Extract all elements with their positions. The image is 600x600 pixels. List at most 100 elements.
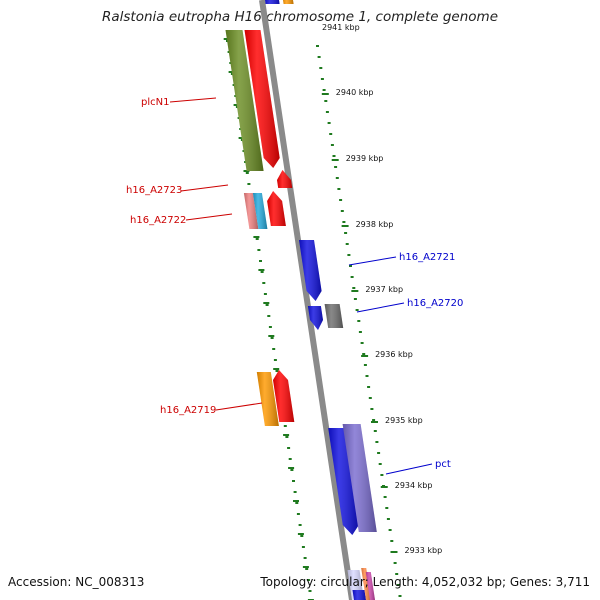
tick-label: 2940 kbp — [336, 88, 374, 97]
guide-dot — [380, 474, 384, 476]
gene-label[interactable]: h16_A2723 — [126, 185, 182, 196]
guide-dot — [388, 529, 392, 531]
feature-h16_A2722[interactable] — [267, 191, 286, 226]
guide-dot — [296, 513, 300, 515]
feature-pct-purple[interactable] — [342, 424, 377, 532]
label-leader-line — [348, 256, 397, 266]
guide-dot — [347, 254, 351, 256]
guide-dot — [293, 491, 297, 493]
guide-dash — [268, 335, 275, 337]
guide-dot — [329, 133, 333, 135]
gene-labels: plcN1 h16_A2723 h16_A2722 h16_A2721 h16_A272… — [126, 97, 463, 475]
guide-dot — [365, 375, 369, 377]
guide-dot — [263, 293, 267, 295]
guide-dot — [295, 502, 299, 504]
guide-dot — [330, 144, 334, 146]
tick-label: 2935 kbp — [385, 416, 423, 425]
feature-bottom-blue[interactable] — [352, 590, 367, 600]
guide-dot — [377, 452, 381, 454]
guide-dot — [372, 419, 376, 421]
map-title: Ralstonia eutropha H16 chromosome 1, com… — [101, 9, 499, 25]
guide-dash — [223, 38, 230, 40]
feature-h16_A2719-orange[interactable] — [256, 372, 279, 426]
guide-dot — [316, 45, 319, 47]
tick-label: 2938 kbp — [356, 220, 394, 229]
guide-dot — [358, 331, 362, 333]
guide-dot — [385, 507, 389, 509]
guide-dot — [300, 535, 304, 537]
feature-h16_A2723[interactable] — [277, 170, 293, 188]
feature-h16_A2722-pink[interactable] — [243, 193, 259, 229]
guide-dot — [283, 425, 287, 427]
guide-dot — [257, 249, 261, 251]
guide-dash — [288, 467, 295, 469]
guide-dot — [362, 353, 366, 355]
backbone-axis — [259, 0, 355, 600]
feature-plcN1-olive[interactable] — [225, 30, 264, 171]
feature-bottom-blue-shading — [352, 590, 366, 600]
feature-bottom-orange[interactable] — [361, 568, 371, 600]
guide-dot — [268, 326, 272, 328]
guide-dot — [357, 320, 361, 322]
guide-dot — [306, 579, 310, 581]
guide-dot — [267, 315, 271, 317]
feature-bottom-orange-shading — [361, 568, 371, 600]
feature-pct-purple-shading — [342, 424, 377, 532]
guide-dot — [255, 238, 259, 240]
feature-top-blue-shading — [265, 0, 280, 4]
guide-dot — [360, 342, 364, 344]
genome-summary-text: Topology: circular; Length: 4,052,032 bp… — [260, 575, 590, 589]
guide-dot — [396, 584, 400, 586]
guide-dot — [288, 458, 292, 460]
guide-dot — [245, 172, 249, 174]
feature-h16_A2722-cyan[interactable] — [252, 193, 268, 229]
label-leader-line — [356, 302, 405, 313]
guide-dot — [353, 298, 357, 300]
gene-label[interactable]: plcN1 — [141, 97, 169, 108]
feature-pct-blue[interactable] — [328, 428, 359, 535]
tick-label: 2936 kbp — [375, 350, 413, 359]
guide-dot — [325, 111, 329, 113]
feature-h16_A2722-pink-shading — [243, 193, 259, 229]
gene-label[interactable]: h16_A2720 — [407, 298, 463, 309]
guide-dot — [262, 282, 266, 284]
gene-label[interactable]: pct — [435, 459, 451, 470]
guide-dot — [332, 155, 336, 157]
feature-h16_A2723-shading — [277, 170, 293, 188]
guide-dot — [375, 441, 379, 443]
gene-label[interactable]: h16_A2719 — [160, 405, 216, 416]
label-leader-line — [385, 463, 433, 475]
feature-bottom-magenta[interactable] — [365, 572, 375, 600]
feature-bottom-magenta-shading — [365, 572, 375, 600]
tick-label-faded: 2941 kbp — [322, 23, 360, 32]
feature-top-blue[interactable] — [264, 0, 280, 4]
feature-h16_A2720[interactable] — [307, 306, 323, 330]
feature-plcN1-red[interactable] — [244, 30, 280, 168]
guide-dot — [259, 260, 262, 262]
guide-dash — [228, 71, 235, 73]
guide-dot — [393, 562, 397, 564]
guide-dot — [370, 408, 374, 410]
feature-h16_A2719[interactable] — [273, 370, 295, 422]
tick-label: 2933 kbp — [405, 546, 443, 555]
feature-h16_A2720-gray[interactable] — [324, 304, 344, 328]
feature-h16_A2721[interactable] — [299, 240, 322, 301]
tick-label: 2937 kbp — [365, 285, 403, 294]
guide-dot — [298, 524, 302, 526]
guide-dot — [290, 469, 294, 471]
guide-dot — [275, 370, 279, 372]
scale-ticks: 2941 kbp 2940 kbp 2939 kbp 2938 kbp 2937 kbp… — [321, 23, 443, 555]
guide-dot — [350, 276, 354, 278]
gene-features[interactable] — [225, 0, 377, 600]
guide-dot — [373, 430, 377, 432]
gene-label[interactable]: h16_A2722 — [130, 215, 186, 226]
guide-dot — [342, 221, 346, 223]
guide-dash — [238, 137, 245, 139]
guide-dot — [319, 67, 323, 69]
guide-dash — [297, 533, 304, 535]
gene-label[interactable]: h16_A2721 — [399, 252, 455, 263]
feature-top-orange[interactable] — [282, 0, 294, 4]
guide-dash — [302, 566, 309, 568]
guide-dot — [352, 287, 356, 289]
